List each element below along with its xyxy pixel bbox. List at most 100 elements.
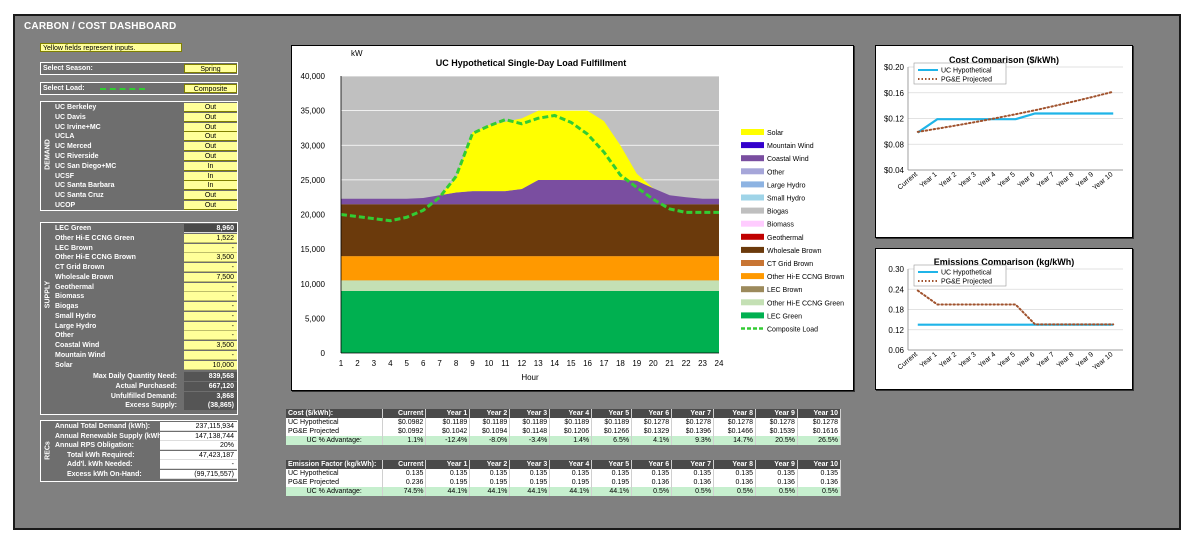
demand-toggle[interactable]: Out <box>184 191 237 201</box>
supply-input[interactable]: - <box>184 243 237 253</box>
supply-summary-value: 839,568 <box>184 372 237 381</box>
season-select[interactable]: Spring <box>184 64 237 73</box>
chart-title: Cost Comparison ($/kWh) <box>949 55 1059 65</box>
supply-item-label: Other Hi-E CCNG Green <box>55 234 135 242</box>
legend-entry: Biogas <box>767 209 789 216</box>
y-tick-label: 0 <box>321 349 326 358</box>
area-lec-green <box>341 290 719 353</box>
demand-toggle[interactable]: Out <box>184 142 237 152</box>
supply-input[interactable]: - <box>184 321 237 331</box>
supply-item-label: Mountain Wind <box>55 351 106 359</box>
demand-toggle[interactable]: In <box>184 161 237 171</box>
x-tick-label: Year 5 <box>997 171 1017 189</box>
load-select[interactable]: Composite <box>184 84 237 93</box>
recs-item-label: Add'l. kWh Needed: <box>67 461 133 469</box>
demand-toggle[interactable]: Out <box>184 122 237 132</box>
demand-item-label: UC Davis <box>55 113 86 121</box>
supply-input[interactable]: - <box>184 292 237 302</box>
recs-item-label: Excess kWh On-Hand: <box>67 471 142 478</box>
table-cell: 0.136 <box>671 478 715 487</box>
demand-toggle[interactable]: Out <box>184 132 237 142</box>
demand-item-label: UC Irvine+MC <box>55 123 101 131</box>
x-tick-label: 14 <box>550 359 559 368</box>
table-header-cell: Year 1 <box>425 460 471 469</box>
recs-side-label: RECs <box>44 441 52 460</box>
x-tick-label: Year 10 <box>1092 171 1115 192</box>
y-tick-label: $0.16 <box>884 89 905 98</box>
x-tick-label: 13 <box>534 359 543 368</box>
supply-input[interactable]: - <box>184 282 237 292</box>
table-row: UC Hypothetical 0.135 0.135 0.135 0.135 0.135… <box>286 469 842 478</box>
recs-item-value: 47,423,187 <box>160 450 237 460</box>
supply-item-label: Other <box>55 332 74 340</box>
recs-item-label: Annual Renewable Supply (kWh): <box>55 432 167 440</box>
table-cell: 44.1% <box>509 487 551 496</box>
supply-item-label: Solar <box>55 361 73 369</box>
input-note: Yellow fields represent inputs. <box>40 43 182 52</box>
table-header-cell: Year 8 <box>713 460 756 469</box>
table-cell: 0.135 <box>549 469 593 478</box>
y-tick-label: 0.06 <box>888 346 904 355</box>
table-cell: $0.1329 <box>631 427 673 436</box>
load-chart: kW UC Hypothetical Single-Day Load Fulfil… <box>301 49 845 382</box>
supply-input[interactable]: - <box>184 311 237 321</box>
table-cell: 0.5% <box>797 487 842 496</box>
demand-toggle[interactable]: Out <box>184 112 237 122</box>
supply-input[interactable]: - <box>184 302 237 311</box>
supply-item-label: Large Hydro <box>55 322 97 330</box>
x-tick-label: 10 <box>484 359 493 368</box>
supply-input[interactable]: - <box>184 350 237 360</box>
supply-input[interactable]: 1,522 <box>184 233 237 243</box>
demand-toggle[interactable]: In <box>184 181 237 191</box>
composite-load-line <box>340 113 719 223</box>
table-cell: 1.1% <box>382 436 427 445</box>
legend-swatch <box>741 168 764 175</box>
demand-item-label: UC Santa Cruz <box>55 192 104 200</box>
supply-input[interactable]: 10,000 <box>184 360 237 370</box>
legend-entry: CT Grid Brown <box>767 261 813 268</box>
legend-entry: Composite Load <box>767 327 818 334</box>
x-tick-label: 24 <box>715 359 724 368</box>
table-cell: UC Hypothetical <box>286 469 384 478</box>
series-line-pg-e-projected <box>916 90 1115 133</box>
supply-summary-label: Max Daily Quantity Need: <box>92 373 177 380</box>
supply-input[interactable]: - <box>184 331 237 341</box>
supply-input[interactable]: 7,500 <box>184 272 237 282</box>
table-cell: 0.135 <box>713 469 756 478</box>
table-cell: $0.1189 <box>591 418 633 427</box>
table-cell: 0.136 <box>797 478 842 487</box>
x-tick-label: 17 <box>600 359 609 368</box>
supply-summary-value: 667,120 <box>184 381 237 391</box>
table-header-cell: Year 10 <box>797 409 842 418</box>
legend-entry: Coastal Wind <box>767 156 809 163</box>
table-cell: 0.136 <box>755 478 798 487</box>
demand-toggle[interactable]: Out <box>184 201 237 210</box>
x-tick-label: 21 <box>665 359 674 368</box>
y-tick-label: 15,000 <box>301 245 326 254</box>
supply-input[interactable]: 3,500 <box>184 253 237 263</box>
chart-title: UC Hypothetical Single-Day Load Fulfillm… <box>436 58 627 68</box>
legend-swatch <box>741 233 764 240</box>
table-header-cell: Year 2 <box>469 409 511 418</box>
demand-toggle[interactable]: Out <box>184 103 237 112</box>
supply-side-label: SUPPLY <box>44 280 52 309</box>
legend-swatch <box>741 181 764 188</box>
x-tick-label: Year 3 <box>958 171 978 189</box>
supply-input[interactable]: - <box>184 263 237 272</box>
table-cell: 0.135 <box>425 469 471 478</box>
x-tick-label: 1 <box>339 359 344 368</box>
y-tick-label: 5,000 <box>305 314 326 323</box>
x-tick-label: Year 7 <box>1036 171 1056 189</box>
supply-item-label: Coastal Wind <box>55 342 100 349</box>
supply-summary-label: Excess Supply: <box>125 402 177 410</box>
table-cell: 0.135 <box>509 469 551 478</box>
y-tick-label: 10,000 <box>301 280 326 289</box>
table-cell: $0.1206 <box>549 427 593 436</box>
demand-toggle[interactable]: In <box>184 171 237 181</box>
supply-input[interactable]: 3,500 <box>184 341 237 350</box>
table-cell: $0.1278 <box>713 418 756 427</box>
demand-toggle[interactable]: Out <box>184 152 237 161</box>
table-cell: 0.135 <box>631 469 673 478</box>
season-label: Select Season: <box>43 65 93 72</box>
table-cell: 0.195 <box>549 478 593 487</box>
